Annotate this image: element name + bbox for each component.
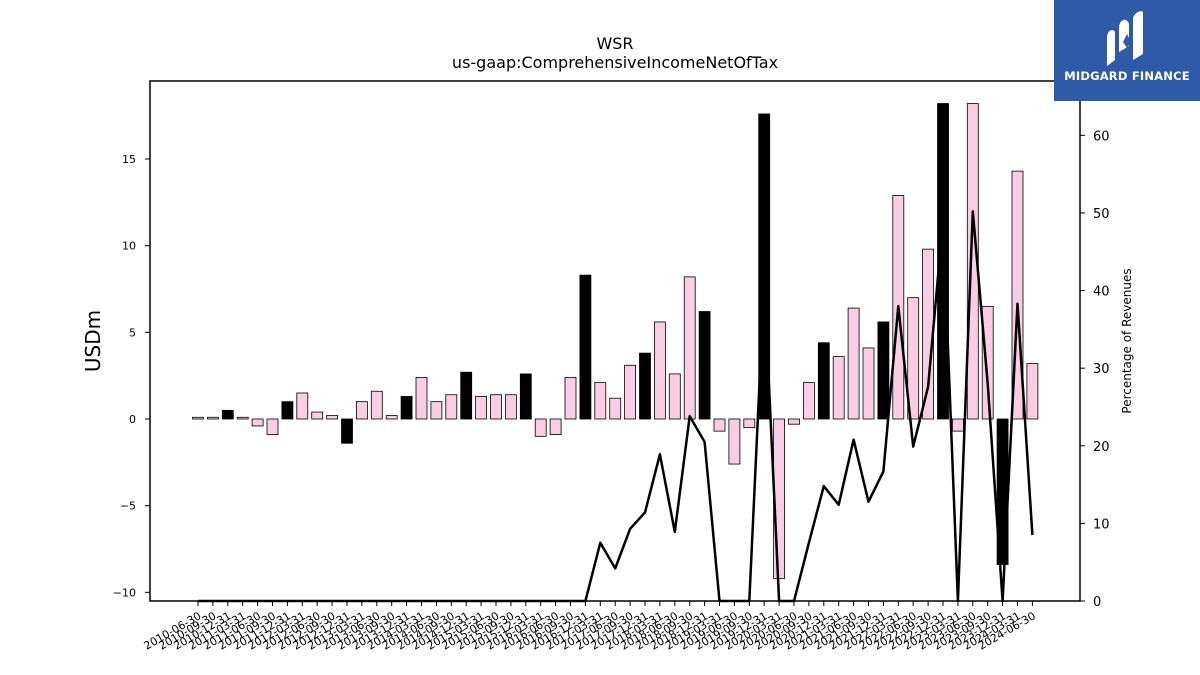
bar-2015-03-31 xyxy=(475,396,488,420)
bar-2016-09-30 xyxy=(564,376,577,420)
bar-2021-03-31 xyxy=(832,356,845,420)
bar-2023-09-30 xyxy=(981,305,994,420)
bar-2015-12-31 xyxy=(519,373,532,420)
midgard-logo-icon xyxy=(1107,11,1143,66)
bar-2018-12-31 xyxy=(698,311,711,420)
bar-2012-12-31 xyxy=(341,418,353,444)
bar-2014-12-31 xyxy=(460,371,473,420)
y2-axis-label: Percentage of Revenues xyxy=(1120,268,1134,413)
y2-tick-label: 20 xyxy=(1093,440,1110,455)
bar-2013-03-31 xyxy=(355,401,368,420)
y-axis-label: USDm xyxy=(81,310,105,372)
bar-2012-03-31 xyxy=(296,392,309,420)
chart-title: WSR xyxy=(596,34,633,53)
bar-2013-06-30 xyxy=(370,390,383,420)
bar-2019-12-31 xyxy=(758,113,771,420)
bar-2021-12-31 xyxy=(877,321,890,420)
bar-2023-03-31 xyxy=(952,418,964,432)
midgard-finance-logo: MIDGARD FINANCE xyxy=(1054,0,1200,101)
y-tick-label: 5 xyxy=(129,326,136,339)
y2-tick-label: 10 xyxy=(1093,517,1110,532)
bar-2014-03-31 xyxy=(415,376,428,420)
y-tick-label: −5 xyxy=(120,500,136,513)
bar-2019-09-30 xyxy=(743,418,756,429)
bar-2024-03-31 xyxy=(1011,170,1024,420)
bar-2013-12-31 xyxy=(400,396,413,420)
bar-2018-06-30 xyxy=(668,373,681,420)
bar-2017-06-30 xyxy=(609,397,622,420)
bar-2019-06-30 xyxy=(728,418,741,465)
bar-2010-12-31 xyxy=(221,409,234,420)
bar-2011-12-31 xyxy=(281,401,294,420)
bar-2010-09-30 xyxy=(206,416,219,420)
bar-2017-09-30 xyxy=(624,364,636,420)
bar-2012-09-30 xyxy=(326,415,339,420)
bar-2018-09-30 xyxy=(683,276,696,420)
bar-2020-06-30 xyxy=(788,418,800,425)
bar-2015-09-30 xyxy=(504,394,517,420)
bar-2022-12-31 xyxy=(937,103,949,420)
chart-subtitle: us-gaap:ComprehensiveIncomeNetOfTax xyxy=(452,53,778,72)
y-tick-label: 10 xyxy=(122,240,136,253)
bar-2019-03-31 xyxy=(713,418,726,432)
bar-2017-03-31 xyxy=(594,382,607,420)
y2-tick-label: 50 xyxy=(1093,207,1110,222)
bar-2012-06-30 xyxy=(311,411,324,420)
bar-2021-09-30 xyxy=(862,347,875,420)
y-tick-label: 0 xyxy=(129,413,136,426)
bar-2015-06-30 xyxy=(490,394,502,420)
y2-tick-label: 40 xyxy=(1093,285,1110,300)
bar-2011-09-30 xyxy=(266,418,279,436)
logo-text: MIDGARD FINANCE xyxy=(1064,69,1190,83)
y2-tick-label: 60 xyxy=(1093,129,1110,144)
bar-2013-09-30 xyxy=(385,415,398,420)
bar-2016-03-31 xyxy=(534,418,547,437)
bar-2011-03-31 xyxy=(236,416,249,420)
bar-2014-09-30 xyxy=(445,394,458,420)
y-tick-label: −10 xyxy=(113,586,136,599)
y-tick-label: 15 xyxy=(122,153,136,166)
bar-2017-12-31 xyxy=(639,352,651,420)
bar-2021-06-30 xyxy=(847,307,860,420)
bar-2011-06-30 xyxy=(251,418,264,427)
bar-2010-06-30 xyxy=(192,416,204,420)
y2-tick-label: 30 xyxy=(1093,362,1110,377)
bar-2014-06-30 xyxy=(430,401,443,420)
bar-2016-12-31 xyxy=(579,274,592,420)
y2-tick-label: 0 xyxy=(1093,595,1101,610)
bar-2020-12-31 xyxy=(817,342,830,420)
bar-2022-06-30 xyxy=(907,297,920,420)
bar-2024-06-30 xyxy=(1026,363,1039,420)
bar-2020-09-30 xyxy=(803,382,815,420)
bar-2016-06-30 xyxy=(549,418,562,436)
bar-2018-03-31 xyxy=(654,321,666,420)
